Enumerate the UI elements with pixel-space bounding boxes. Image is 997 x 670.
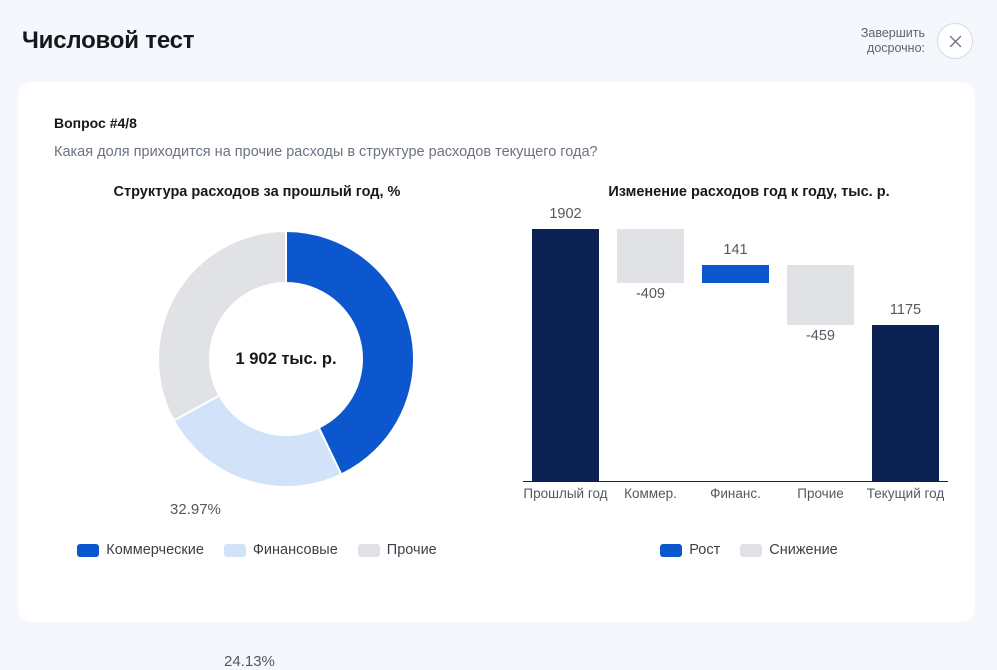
- waterfall-chart: 1902 -409 141 -459 1175 Прошлый год Коммер. Фи…: [523, 206, 948, 529]
- question-text: Какая доля приходится на прочие расходы …: [54, 144, 598, 160]
- app-header: Числовой тест Завершить досрочно:: [0, 0, 997, 82]
- question-number: Вопрос #4/8: [54, 115, 137, 131]
- page-title: Числовой тест: [22, 27, 195, 54]
- waterfall-bar: [702, 264, 769, 284]
- waterfall-category-label: Финанс.: [710, 486, 761, 501]
- question-card: Вопрос #4/8 Какая доля приходится на про…: [18, 82, 975, 670]
- waterfall-bar: [787, 264, 854, 326]
- legend-item[interactable]: Финансовые: [223, 542, 338, 558]
- legend-label: Коммерческие: [106, 542, 204, 558]
- close-button[interactable]: [937, 23, 973, 59]
- legend-item[interactable]: Снижение: [740, 542, 838, 558]
- donut-label-financial: 24.13%: [224, 653, 275, 670]
- waterfall-bar: [872, 325, 939, 481]
- waterfall-plot: 1902 -409 141 -459 1175: [523, 206, 948, 481]
- legend-swatch: [77, 543, 100, 557]
- finish-early-area: Завершить досрочно:: [861, 23, 973, 59]
- waterfall-value-label: -409: [635, 286, 665, 303]
- legend-item[interactable]: Прочие: [357, 542, 437, 558]
- waterfall-value-label: 1175: [889, 302, 922, 319]
- donut-legend: Коммерческие Финансовые Прочие: [18, 542, 496, 558]
- legend-item[interactable]: Рост: [660, 542, 720, 558]
- legend-swatch: [223, 543, 246, 557]
- donut-label-other: 32.97%: [170, 501, 221, 518]
- waterfall-category-axis: Прошлый год Коммер. Финанс. Прочие Текущий г…: [523, 485, 948, 502]
- legend-swatch: [740, 543, 763, 557]
- waterfall-category-label: Прочие: [797, 486, 844, 501]
- donut-chart-panel: Структура расходов за прошлый год, % 1 9…: [18, 184, 496, 670]
- waterfall-bar: [617, 229, 684, 284]
- waterfall-chart-panel: Изменение расходов год к году, тыс. р. 1…: [496, 184, 975, 584]
- waterfall-category-label: Прошлый год: [523, 486, 608, 501]
- legend-label: Финансовые: [252, 542, 338, 558]
- donut-slice: [172, 394, 343, 488]
- waterfall-bar: [532, 229, 599, 481]
- waterfall-category-label: Коммер.: [624, 486, 677, 501]
- donut-chart-title: Структура расходов за прошлый год, %: [113, 184, 401, 200]
- legend-label: Снижение: [769, 542, 838, 558]
- waterfall-category-label: Текущий год: [866, 486, 945, 501]
- close-icon: [949, 35, 962, 48]
- waterfall-value-label: -459: [805, 328, 835, 345]
- waterfall-value-label: 141: [723, 241, 748, 258]
- waterfall-legend: Рост Снижение: [496, 542, 975, 558]
- legend-item[interactable]: Коммерческие: [77, 542, 204, 558]
- legend-label: Прочие: [386, 542, 437, 558]
- legend-swatch: [357, 543, 380, 557]
- donut-chart: [156, 229, 416, 489]
- donut-svg: [157, 229, 415, 488]
- donut-slice: [157, 229, 287, 422]
- donut-slice: [285, 229, 415, 476]
- legend-swatch: [660, 543, 683, 557]
- legend-label: Рост: [689, 542, 721, 558]
- waterfall-axis-line: [523, 481, 948, 482]
- finish-early-label: Завершить досрочно:: [860, 26, 925, 55]
- waterfall-value-label: 1902: [549, 206, 582, 222]
- charts-row: Структура расходов за прошлый год, % 1 9…: [18, 184, 975, 670]
- waterfall-chart-title: Изменение расходов год к году, тыс. р.: [608, 184, 890, 200]
